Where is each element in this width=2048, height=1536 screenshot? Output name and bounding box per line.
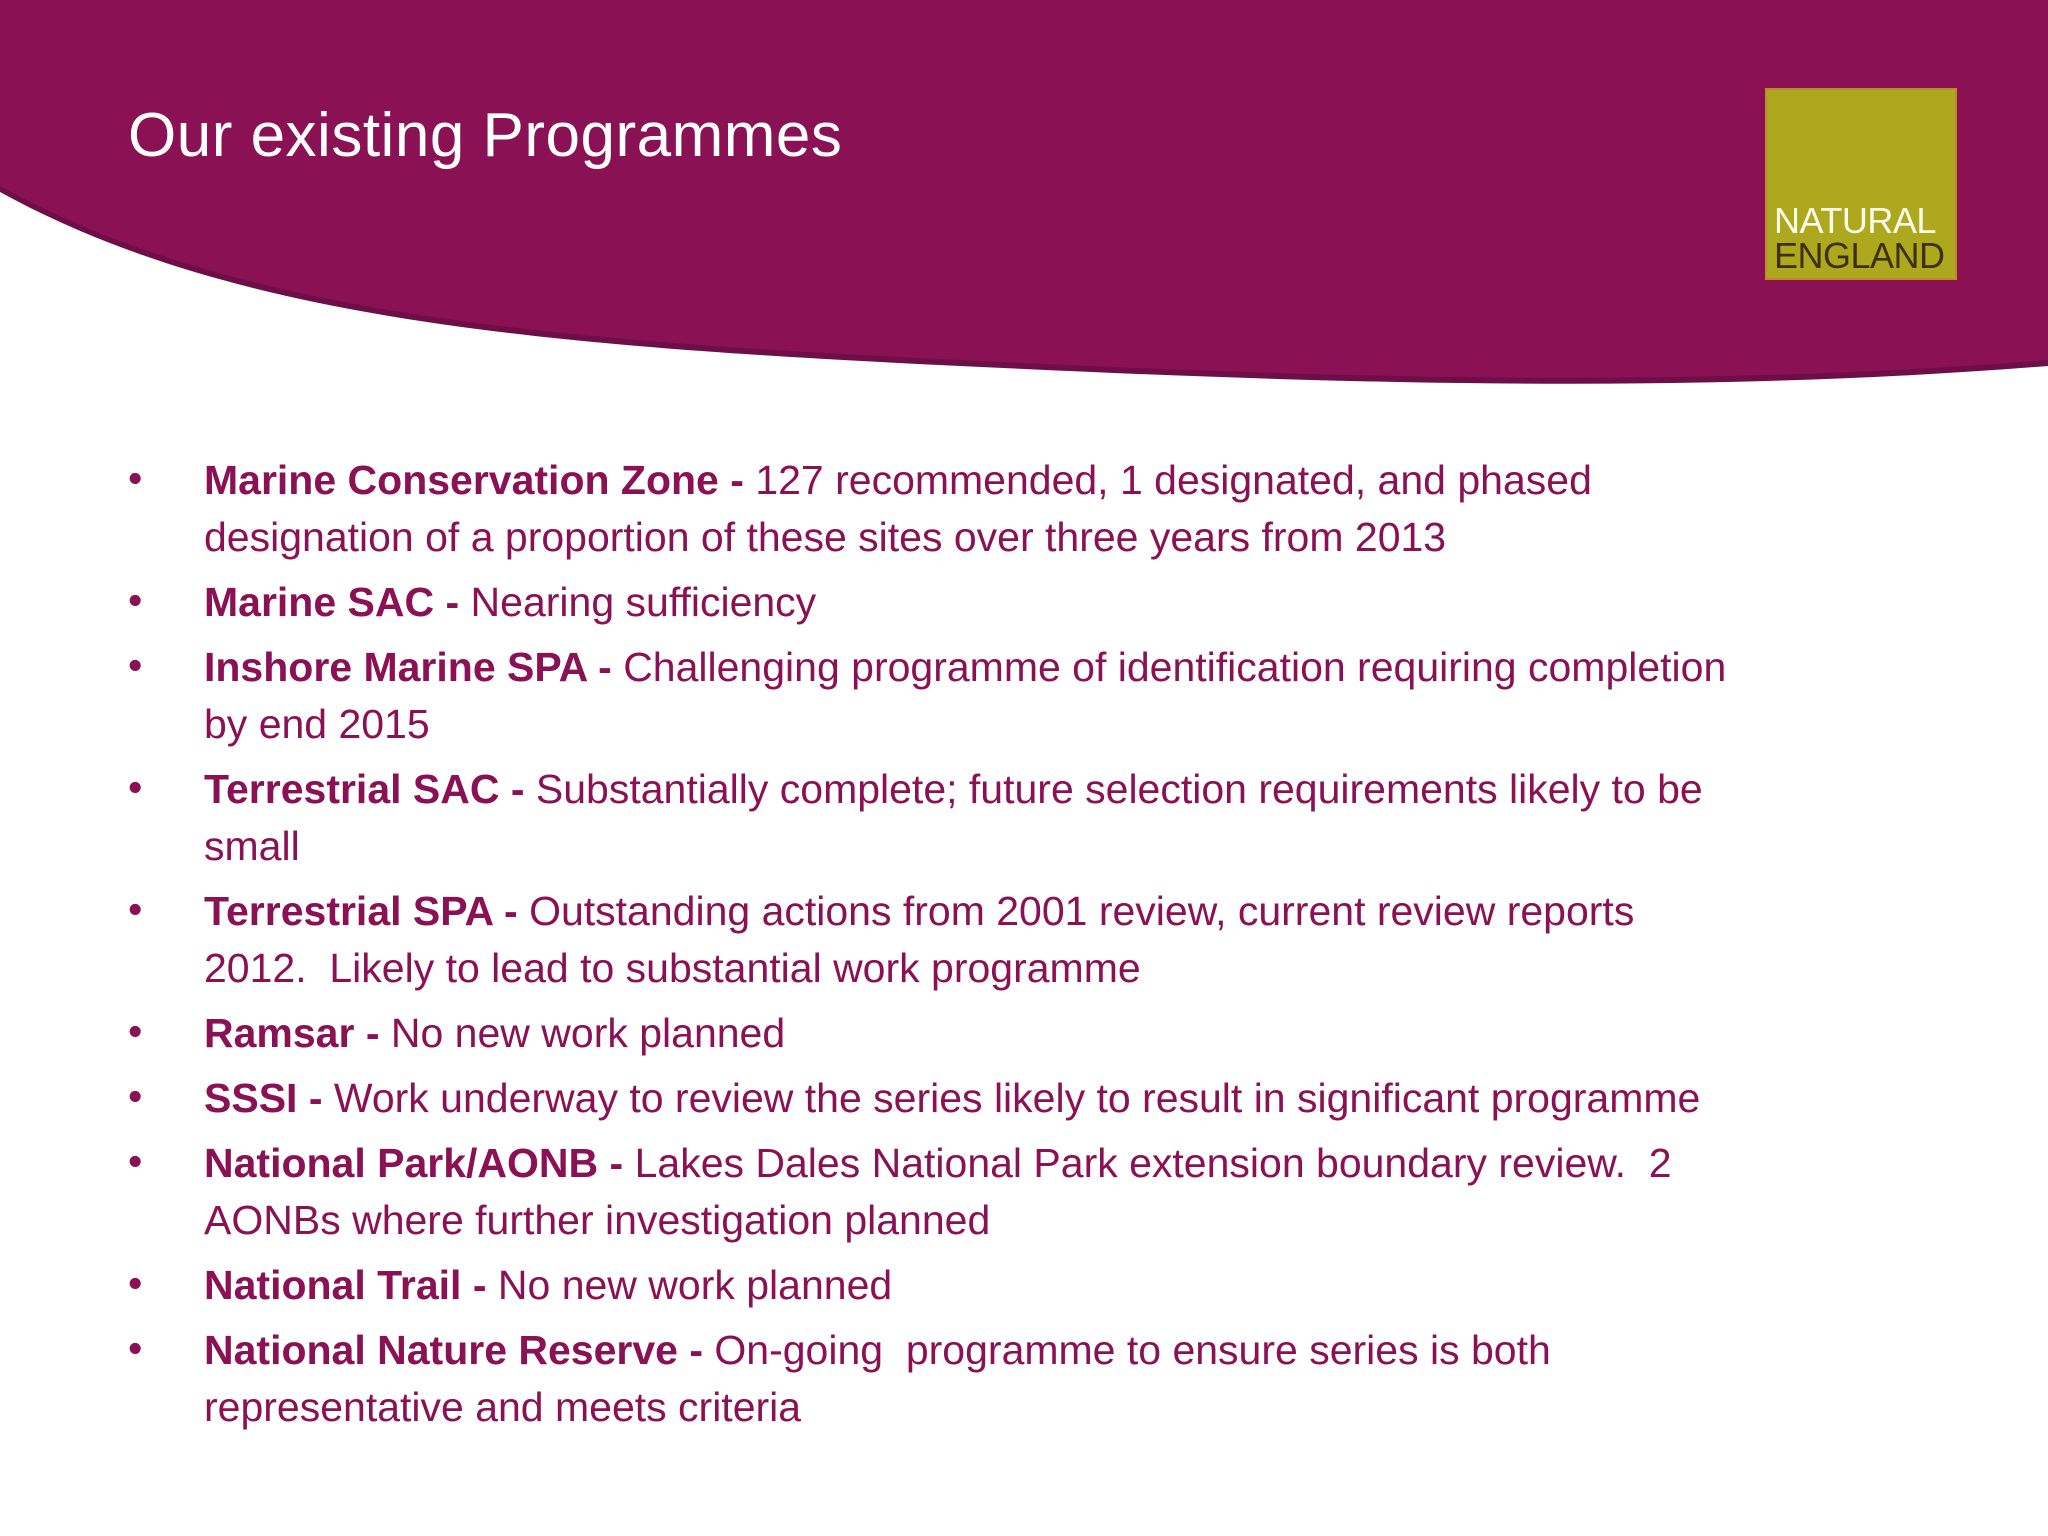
- page-title: Our existing Programmes: [128, 101, 843, 170]
- bullet-lead: National Park/AONB -: [204, 1140, 635, 1186]
- bullet-text: On-going programme to ensure series is b…: [204, 1327, 1551, 1430]
- bullet-text: Lakes Dales National Park extension boun…: [204, 1140, 1672, 1243]
- bullet-marker-icon: •: [128, 577, 143, 623]
- bullet-lead: Marine Conservation Zone -: [204, 457, 756, 503]
- bullet-item: • Terrestrial SPA - Outstanding actions f…: [128, 883, 1938, 997]
- bullet-item: • Inshore Marine SPA - Challenging progra…: [128, 639, 1938, 753]
- bullet-text: No new work planned: [497, 1262, 893, 1308]
- bullet-lead: National Trail -: [204, 1262, 498, 1308]
- bullet-item: • Marine Conservation Zone - 127 recommen…: [128, 452, 1938, 566]
- bullet-item: • National Trail - No new work planned: [128, 1257, 1938, 1314]
- bullet-marker-icon: •: [128, 764, 143, 810]
- bullet-item: • Ramsar - No new work planned: [128, 1005, 1938, 1062]
- bullet-lead: SSSI -: [204, 1075, 334, 1121]
- bullet-text: Challenging programme of identification …: [204, 644, 1727, 747]
- header-curve: [0, 0, 2048, 384]
- bullet-marker-icon: •: [128, 642, 143, 688]
- bullet-marker-icon: •: [128, 455, 143, 501]
- header-curve-fill: [0, 0, 2048, 378]
- bullet-marker-icon: •: [128, 886, 143, 932]
- bullet-text: Outstanding actions from 2001 review, cu…: [204, 888, 1635, 991]
- bullet-item: • Terrestrial SAC - Substantially complet…: [128, 761, 1938, 875]
- bullet-lead: Terrestrial SPA -: [204, 888, 530, 934]
- bullet-lead: National Nature Reserve -: [204, 1327, 715, 1373]
- bullet-marker-icon: •: [128, 1260, 143, 1306]
- bullet-lead: Ramsar -: [204, 1010, 391, 1056]
- bullet-lead: Marine SAC -: [204, 579, 471, 625]
- bullet-text: Substantially complete; future selection…: [204, 766, 1703, 869]
- bullet-marker-icon: •: [128, 1008, 143, 1054]
- bullet-text: Work underway to review the series likel…: [333, 1075, 1701, 1121]
- bullet-lead: Inshore Marine SPA -: [204, 644, 624, 690]
- natural-england-logo-text: NATURAL ENGLAND: [1774, 200, 1945, 276]
- bullet-marker-icon: •: [128, 1325, 143, 1371]
- bullet-text: Nearing sufficiency: [470, 579, 817, 625]
- natural-england-logo: NATURAL ENGLAND: [1765, 88, 1957, 280]
- bullet-list: • Marine Conservation Zone - 127 recommen…: [128, 452, 1938, 1444]
- bullet-lead: Terrestrial SAC -: [204, 766, 536, 812]
- bullet-item: • National Park/AONB - Lakes Dales Nation…: [128, 1135, 1938, 1249]
- bullet-marker-icon: •: [128, 1138, 143, 1184]
- bullet-item: • SSSI - Work underway to review the seri…: [128, 1070, 1938, 1127]
- bullet-item: • National Nature Reserve - On-going prog…: [128, 1322, 1938, 1436]
- logo-england-label: ENGLAND: [1774, 235, 1945, 276]
- bullet-item: • Marine SAC - Nearing sufficiency: [128, 574, 1938, 631]
- bullet-text: No new work planned: [390, 1010, 786, 1056]
- logo-natural-label: NATURAL: [1774, 200, 1936, 241]
- bullet-marker-icon: •: [128, 1073, 143, 1119]
- bullet-text: 127 recommended, 1 designated, and phase…: [204, 457, 1592, 560]
